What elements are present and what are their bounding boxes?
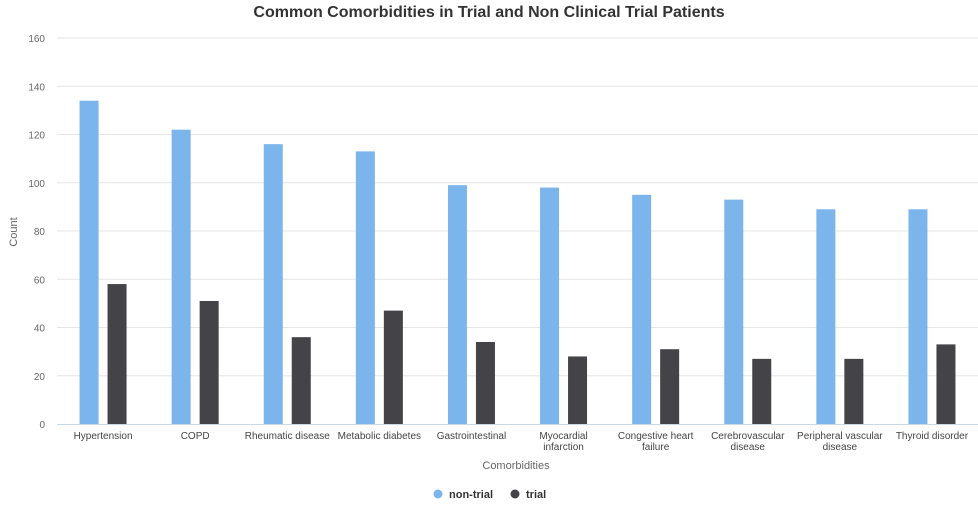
bar-non-trial[interactable] (171, 129, 191, 425)
x-category-label-line: failure (642, 442, 670, 453)
y-axis-tick-labels: 0 20 40 60 80 100 120 140 160 (28, 34, 45, 431)
x-category-label: Metabolic diabetes (338, 431, 421, 442)
y-tick-label: 80 (34, 227, 46, 238)
x-category-label-line: Metabolic diabetes (338, 431, 421, 442)
legend: non-trial trial (433, 489, 547, 501)
legend-item-trial[interactable]: trial (510, 489, 547, 501)
legend-marker (433, 489, 443, 499)
x-category-label-line: Thyroid disorder (896, 431, 969, 442)
bar-trial[interactable] (199, 300, 219, 424)
bar-trial[interactable] (752, 358, 772, 424)
x-axis-category-labels: Hypertension COPD Rheumatic disease Metabol… (74, 431, 969, 453)
y-tick-label: 100 (28, 179, 45, 190)
x-category-label-line: Myocardial (539, 431, 587, 442)
x-category-label-line: Cerebrovascular (711, 431, 785, 442)
grid-lines (57, 37, 978, 377)
x-category-label-line: Gastrointestinal (437, 431, 506, 442)
bars (79, 100, 956, 425)
x-category-label-line: Congestive heart (618, 431, 694, 442)
x-category-label-line: disease (731, 442, 766, 453)
bar-trial[interactable] (936, 344, 956, 424)
x-axis-title: Comorbidities (482, 460, 550, 472)
bar-non-trial[interactable] (355, 151, 375, 424)
y-tick-label: 40 (34, 324, 46, 335)
bar-non-trial[interactable] (724, 199, 744, 424)
x-category-label: Congestive heart failure (618, 431, 694, 453)
y-tick-label: 140 (28, 82, 45, 93)
bar-non-trial[interactable] (632, 194, 652, 424)
bar-trial[interactable] (383, 310, 403, 424)
bar-non-trial[interactable] (79, 100, 99, 424)
legend-label: trial (526, 489, 546, 501)
bar-non-trial[interactable] (447, 185, 467, 424)
x-category-label: Myocardial infarction (539, 431, 587, 453)
x-category-label: COPD (181, 431, 210, 442)
y-tick-label: 60 (34, 275, 46, 286)
bar-trial[interactable] (291, 337, 311, 424)
chart-title: Common Comorbidities in Trial and Non Cl… (253, 4, 724, 21)
x-category-label-line: Hypertension (74, 431, 133, 442)
legend-item-non-trial[interactable]: non-trial (433, 489, 494, 501)
x-category-label-line: Rheumatic disease (245, 431, 330, 442)
bar-non-trial[interactable] (908, 209, 928, 424)
legend-marker (510, 489, 520, 499)
x-category-label: Gastrointestinal (437, 431, 506, 442)
x-category-label: Cerebrovascular disease (711, 431, 785, 453)
bar-trial[interactable] (660, 349, 680, 424)
bar-non-trial[interactable] (540, 187, 560, 424)
y-tick-label: 120 (28, 131, 45, 142)
bar-trial[interactable] (844, 358, 864, 424)
x-category-label-line: disease (823, 442, 858, 453)
bar-trial[interactable] (107, 284, 127, 424)
x-category-label-line: Peripheral vascular (797, 431, 883, 442)
x-category-label: Peripheral vascular disease (797, 431, 883, 453)
x-category-label: Thyroid disorder (896, 431, 969, 442)
bar-trial[interactable] (568, 356, 588, 424)
y-tick-label: 20 (34, 372, 46, 383)
x-category-label: Rheumatic disease (245, 431, 330, 442)
legend-label: non-trial (449, 489, 493, 501)
x-category-label: Hypertension (74, 431, 133, 442)
bar-non-trial[interactable] (816, 209, 836, 424)
y-axis-title: Count (8, 217, 20, 246)
y-tick-label: 160 (28, 34, 45, 45)
y-tick-label: 0 (39, 420, 45, 431)
bar-non-trial[interactable] (263, 144, 283, 424)
x-category-label-line: COPD (181, 431, 210, 442)
x-category-label-line: infarction (543, 442, 584, 453)
bar-trial[interactable] (475, 341, 495, 424)
